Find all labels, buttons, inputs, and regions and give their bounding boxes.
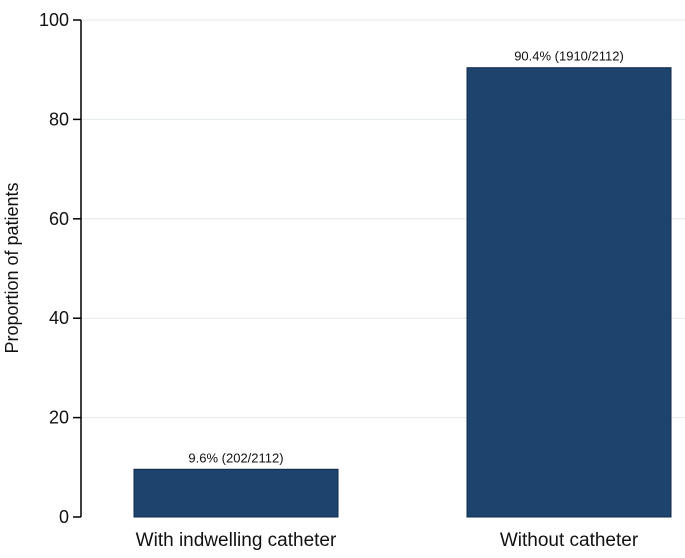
y-tick-label: 0 [59, 507, 69, 527]
data-labels: 9.6% (202/2112) 90.4% (1910/2112) [188, 49, 623, 466]
y-tick-label: 60 [49, 209, 69, 229]
y-tick-label: 20 [49, 408, 69, 428]
data-label: 9.6% (202/2112) [188, 450, 283, 465]
y-tick-label: 100 [39, 10, 69, 30]
data-label: 90.4% (1910/2112) [514, 49, 624, 64]
y-axis-title: Proportion of patients [2, 182, 22, 353]
bar [133, 468, 339, 518]
x-tick-label: Without catheter [500, 530, 639, 551]
y-tick-label: 40 [49, 308, 69, 328]
y-tick-label: 80 [49, 109, 69, 129]
x-tick-label: With indwelling catheter [136, 530, 337, 551]
bar [466, 67, 672, 518]
axes: With indwelling catheter Without catheter… [39, 10, 639, 551]
bars [133, 67, 672, 518]
